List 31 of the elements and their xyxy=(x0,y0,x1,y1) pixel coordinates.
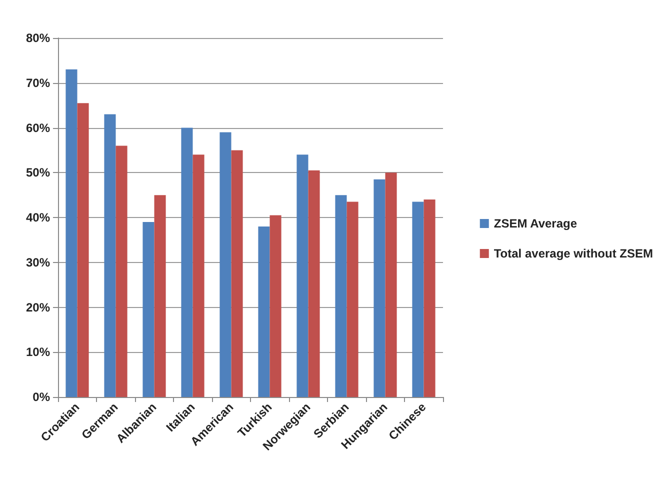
y-tick-label: 40% xyxy=(26,210,50,224)
bar xyxy=(412,202,424,397)
legend-label: Total average without ZSEM xyxy=(494,246,654,260)
legend-label: ZSEM Average xyxy=(494,216,578,230)
y-tick-label: 20% xyxy=(26,300,50,314)
y-tick-label: 30% xyxy=(26,255,50,270)
bar xyxy=(104,114,116,397)
bar xyxy=(192,154,204,397)
bar xyxy=(181,128,193,397)
bar xyxy=(335,195,347,397)
bar xyxy=(258,226,270,397)
bar xyxy=(220,132,232,397)
bar xyxy=(346,202,358,397)
bar xyxy=(77,103,89,397)
y-tick-label: 10% xyxy=(26,345,50,360)
y-tick-label: 70% xyxy=(26,76,50,90)
y-tick-label: 0% xyxy=(32,390,50,404)
bar xyxy=(308,170,320,397)
bar xyxy=(296,154,308,397)
bar xyxy=(231,150,243,397)
bar xyxy=(142,222,154,397)
bar xyxy=(270,215,282,397)
bar xyxy=(116,146,128,397)
bar xyxy=(424,200,436,397)
y-tick-label: 60% xyxy=(26,120,50,135)
bar xyxy=(66,69,78,397)
bar xyxy=(374,179,386,397)
y-tick-label: 80% xyxy=(26,31,50,45)
y-tick-label: 50% xyxy=(26,166,50,180)
bar xyxy=(385,172,397,397)
bar xyxy=(154,195,166,397)
